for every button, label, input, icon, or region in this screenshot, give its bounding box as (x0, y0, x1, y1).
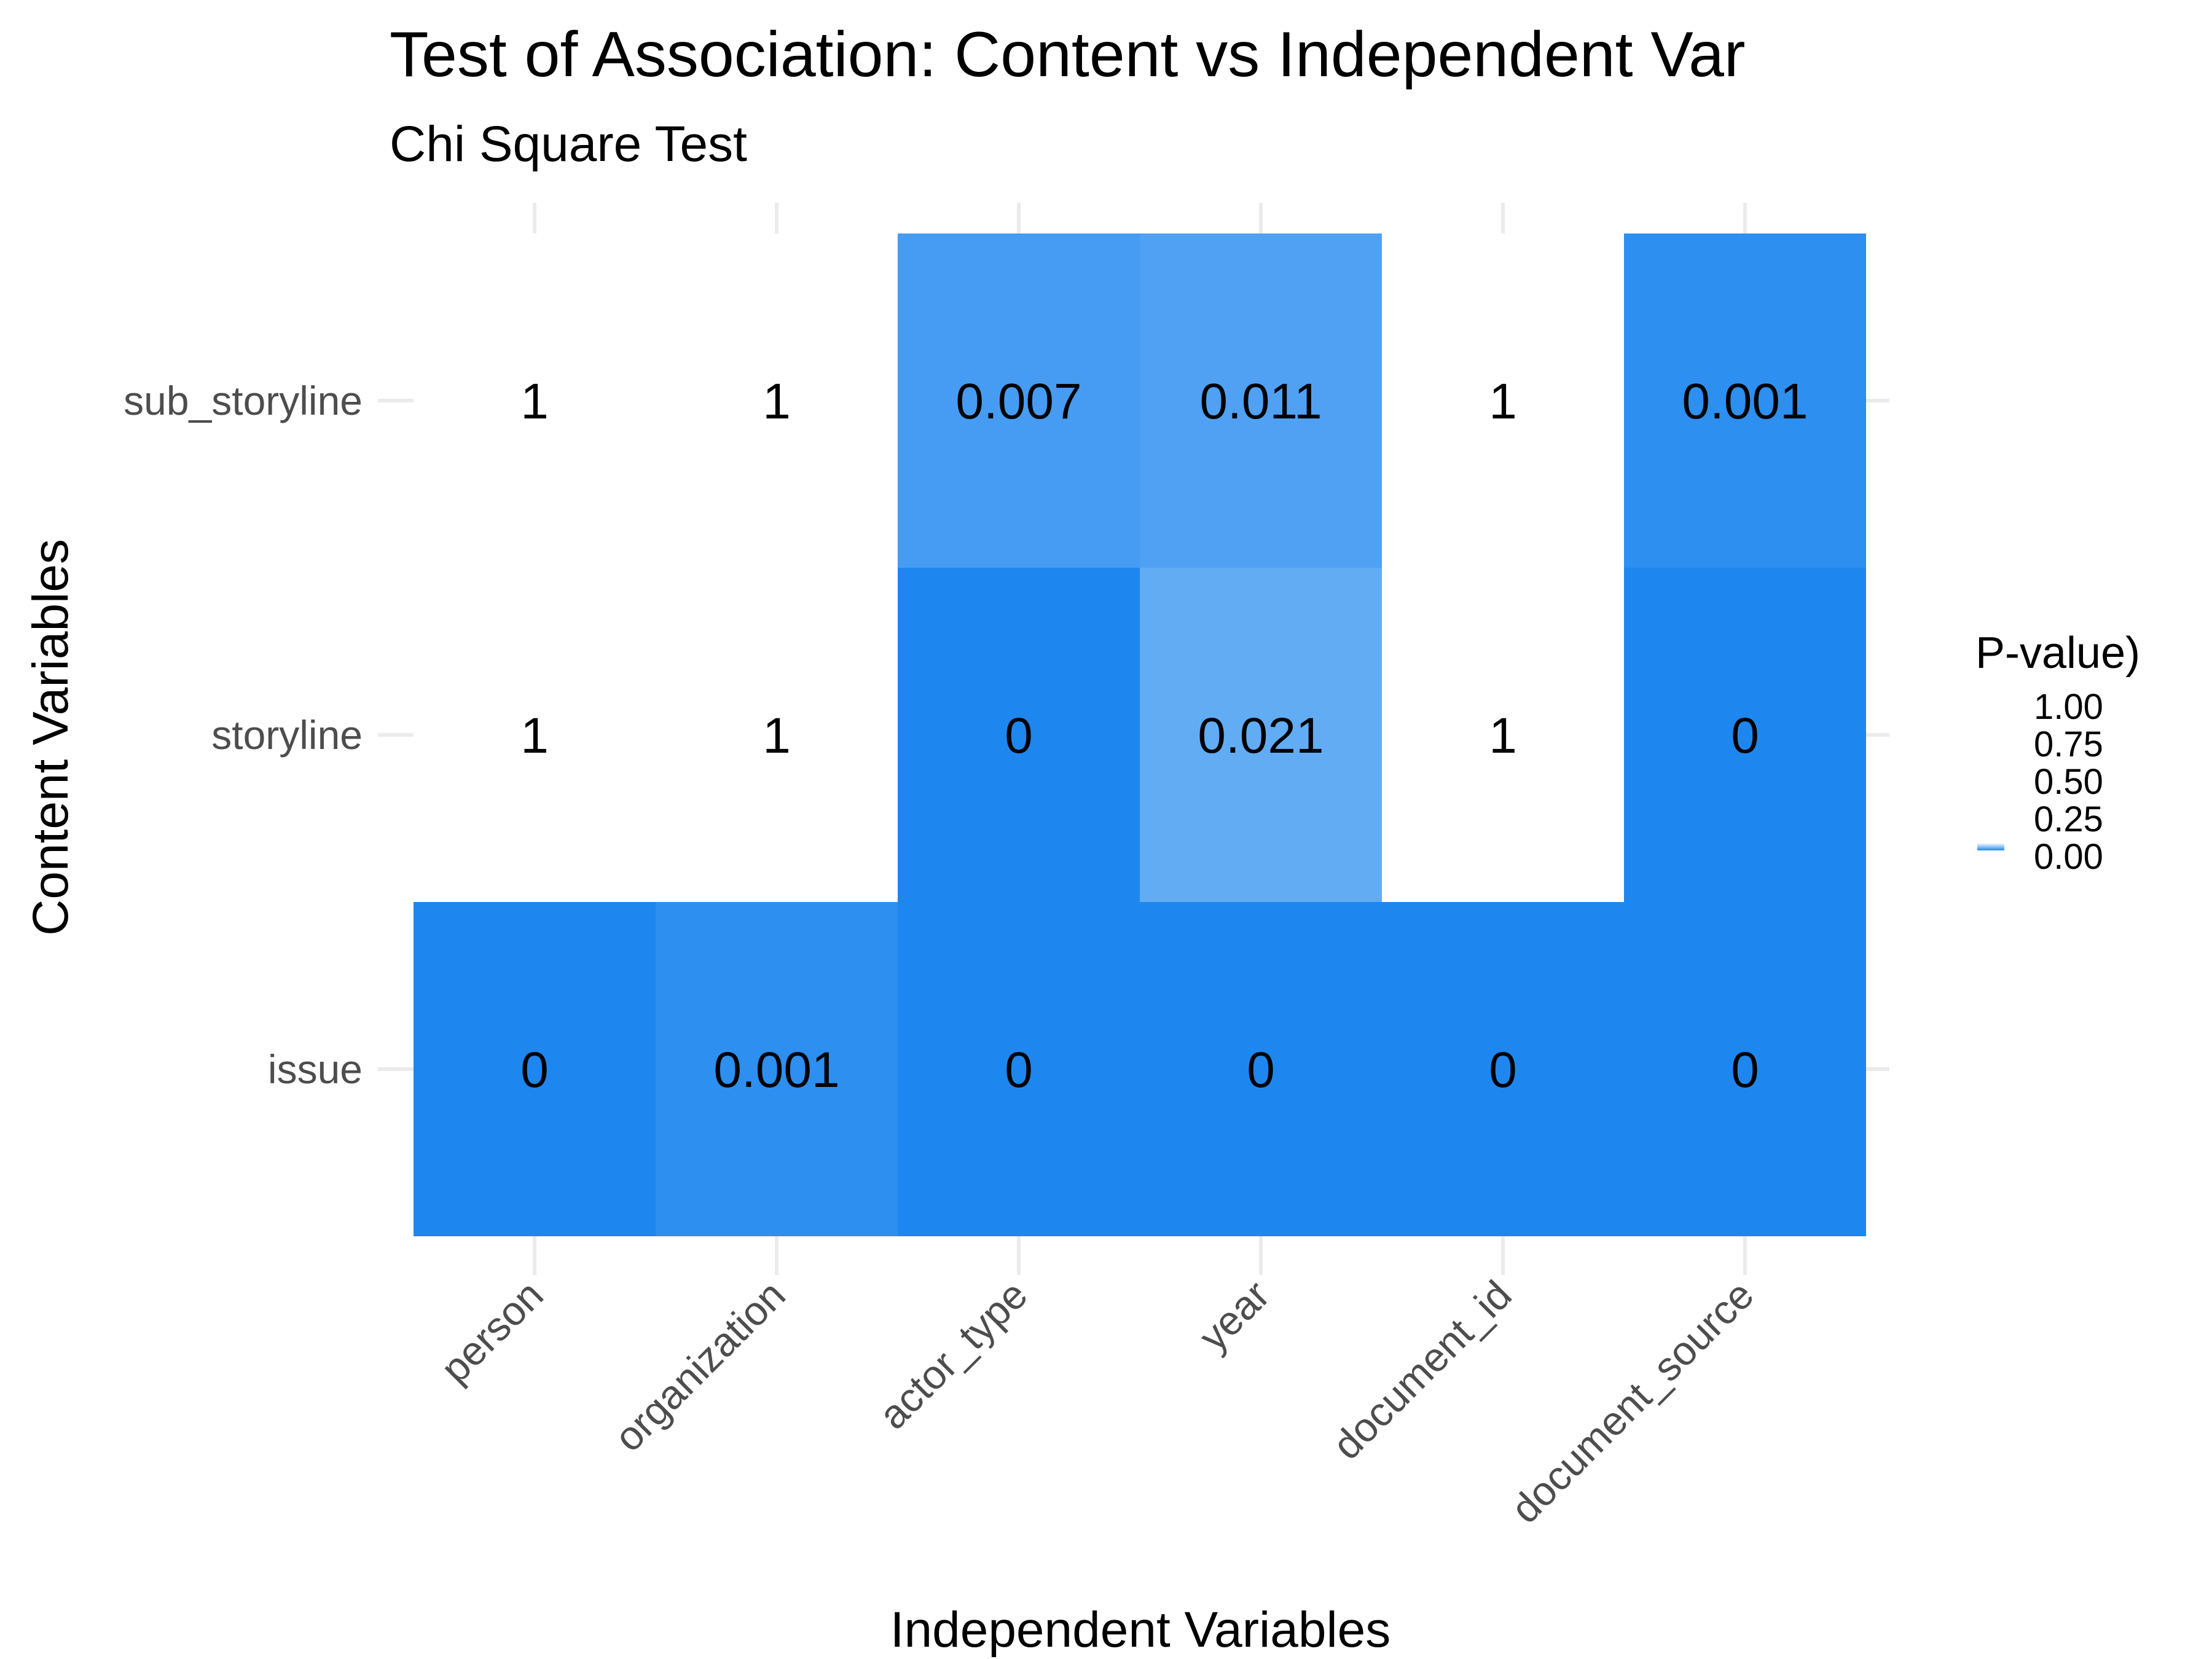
cell-value-label: 1 (520, 374, 549, 429)
heatmap-cell (1382, 233, 1624, 568)
heatmap-cell (898, 568, 1140, 902)
cell-value-label: 0.001 (713, 1042, 839, 1098)
legend-title: P-value) (1975, 629, 2140, 678)
cell-value-label: 0.021 (1198, 708, 1324, 764)
heatmap-cell (656, 568, 898, 902)
legend-break-labels: 1.000.750.500.250.00 (2034, 687, 2103, 877)
cell-value-label: 0 (520, 1042, 549, 1098)
legend-break-label: 0.25 (2034, 799, 2103, 839)
cell-value-label: 0 (1005, 1042, 1033, 1098)
legend-break-label: 0.50 (2034, 762, 2103, 802)
cell-value-labels: 1 1 0.007 0.011 1 0.001 1 1 0 0.021 1 0 0 0.001 0 0 0 0 (520, 374, 1808, 1098)
chart-subtitle: Chi Square Test (390, 116, 747, 172)
heatmap-cell (1140, 233, 1382, 568)
y-tick-label: sub_storyline (124, 378, 363, 423)
x-axis-title: Independent Variables (890, 1602, 1391, 1658)
heatmap-cell (1624, 902, 1866, 1236)
cell-value-label: 1 (1489, 374, 1517, 429)
y-tick-label: storyline (211, 712, 363, 758)
heatmap-cell (898, 233, 1140, 568)
y-axis-tick-labels: issue storyline sub_storyline (124, 378, 363, 1092)
cell-value-label: 0 (1247, 1042, 1275, 1098)
legend-break-label: 0.75 (2034, 724, 2103, 764)
cell-value-label: 0 (1489, 1042, 1517, 1098)
heatmap-cell (656, 902, 898, 1236)
legend-break-label: 0.00 (2034, 837, 2103, 877)
cell-value-label: 1 (763, 374, 791, 429)
chart-title: Test of Association: Content vs Independ… (390, 19, 1746, 90)
heatmap-cell (414, 233, 656, 568)
heatmap-cell (1140, 568, 1382, 902)
heatmap-cell (414, 902, 656, 1236)
heatmap-cells (414, 233, 1866, 1236)
cell-value-label: 0 (1731, 708, 1759, 764)
cell-value-label: 1 (520, 708, 549, 764)
heatmap-cell (1624, 233, 1866, 568)
heatmap-cell (656, 233, 898, 568)
heatmap-cell (1624, 568, 1866, 902)
legend-break-label: 1.00 (2034, 687, 2103, 727)
heatmap-cell (1382, 902, 1624, 1236)
y-tick-label: issue (268, 1046, 363, 1092)
cell-value-label: 0 (1005, 708, 1033, 764)
legend: P-value) 1.000.750.500.250.00 (1975, 629, 2140, 877)
heatmap-cell (1382, 568, 1624, 902)
cell-value-label: 0.007 (955, 374, 1081, 429)
heatmap-cell (1140, 902, 1382, 1236)
cell-value-label: 0.011 (1199, 374, 1322, 429)
heatmap-cell (414, 568, 656, 902)
y-axis-title: Content Variables (23, 539, 79, 936)
cell-value-label: 1 (1489, 708, 1517, 764)
cell-value-label: 1 (763, 708, 791, 764)
cell-value-label: 0 (1731, 1042, 1759, 1098)
heatmap-cell (898, 902, 1140, 1236)
cell-value-label: 0.001 (1682, 374, 1808, 429)
legend-colorbar (1977, 843, 2004, 850)
